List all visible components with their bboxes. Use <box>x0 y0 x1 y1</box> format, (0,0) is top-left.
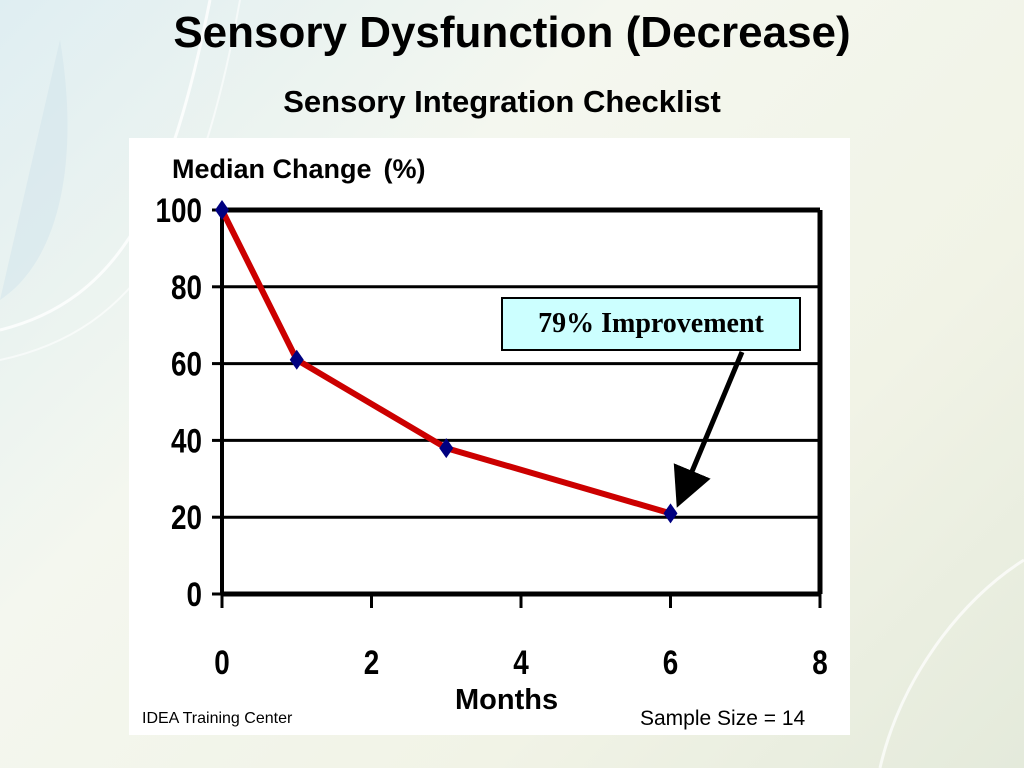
callout-arrow <box>673 351 745 508</box>
x-tick-label: 8 <box>812 643 828 681</box>
slide-title: Sensory Dysfunction (Decrease) <box>173 8 851 57</box>
y-tick-label: 60 <box>171 345 202 383</box>
y-tick-label: 100 <box>155 191 202 229</box>
x-tick-label: 2 <box>364 643 380 681</box>
data-point <box>289 349 304 370</box>
y-axis-label-main: Median Change <box>172 154 372 184</box>
data-point <box>663 503 678 524</box>
y-tick-label: 80 <box>171 268 202 306</box>
y-tick-label: 0 <box>186 575 202 613</box>
x-axis-label: Months <box>455 684 559 716</box>
improvement-callout: 79% Improvement <box>501 297 801 351</box>
sample-size-label: Sample Size = 14 <box>640 707 806 730</box>
data-point <box>215 200 229 220</box>
x-tick-label: 6 <box>663 643 679 681</box>
y-tick-label: 40 <box>171 422 202 460</box>
series-line <box>219 208 672 517</box>
footer-organization: IDEA Training Center <box>142 710 293 727</box>
x-tick-label: 4 <box>513 643 529 681</box>
x-tick-label: 0 <box>214 643 230 681</box>
y-axis-label: Median Change (%) <box>172 154 438 185</box>
slide-subtitle: Sensory Integration Checklist <box>283 84 721 119</box>
y-axis-label-unit: (%) <box>383 154 426 184</box>
y-tick-label: 20 <box>171 499 202 537</box>
data-point <box>439 438 454 459</box>
chart-panel <box>129 138 850 735</box>
